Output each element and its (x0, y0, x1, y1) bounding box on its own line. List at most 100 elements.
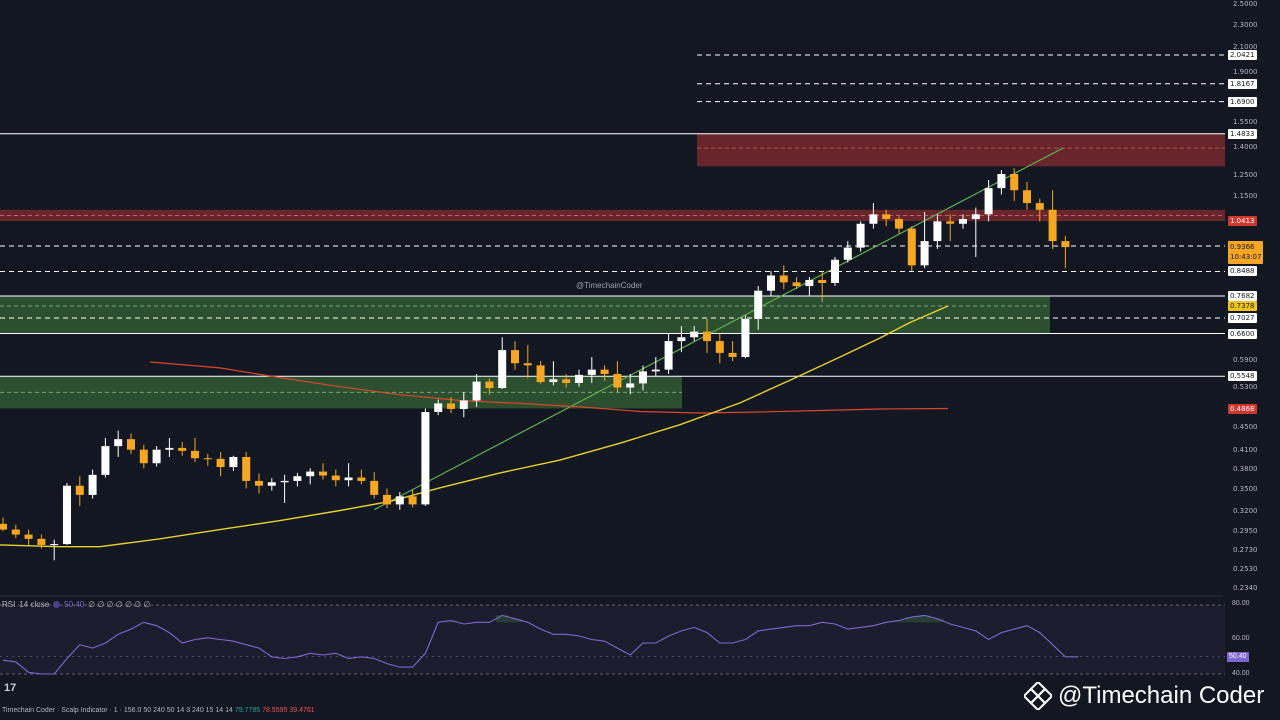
candle-body (831, 259, 839, 283)
price-axis-tick: 0.2950 (1233, 527, 1258, 536)
tradingview-logo-icon[interactable]: 17 (4, 682, 17, 694)
candle-body (1061, 241, 1070, 248)
candle-body (575, 374, 583, 383)
price-axis-tick: 0.2730 (1233, 546, 1258, 555)
candle-body (255, 480, 263, 486)
rsi-axis-60: 60.00 (1232, 635, 1250, 642)
candle-body (690, 331, 699, 338)
candle-body (63, 485, 71, 545)
candle-body (984, 188, 993, 215)
candle-countdown: 10:43:07 (1230, 253, 1262, 262)
price-level-tag: 0.6600 (1228, 328, 1257, 339)
rsi-axis-40: 40.00 (1232, 670, 1250, 677)
candle-body (485, 381, 494, 389)
rsi-params: 14 close (19, 600, 50, 609)
candle-body (306, 471, 315, 477)
rsi-axis-80: 80.00 (1232, 600, 1250, 607)
candle-body (191, 450, 199, 459)
candle-body (587, 369, 596, 375)
candle-body (600, 369, 609, 375)
study-name: Timechain Coder · Scalp Indicator · 1 · … (2, 707, 142, 714)
price-axis-tick: 2.1000 (1233, 43, 1258, 52)
candle-body (139, 449, 148, 464)
price-axis-tick: 0.2530 (1233, 564, 1258, 573)
candle-body (523, 363, 532, 366)
candle-body (331, 475, 340, 481)
candle-body (421, 412, 430, 505)
candle-body (997, 174, 1006, 189)
candle-body (1035, 203, 1044, 210)
candle-body (882, 214, 891, 219)
moving-average-red (149, 361, 949, 414)
candle-body (895, 218, 903, 229)
price-axis-tick: 1.2500 (1233, 171, 1258, 179)
candle-body (24, 534, 33, 539)
candle-body (536, 365, 545, 383)
study-value-red-1: 78.5595 (262, 707, 288, 714)
candle-body (664, 341, 673, 370)
candle-body (805, 279, 814, 287)
candle-body (856, 223, 865, 248)
rsi-value: 50.40 (64, 600, 85, 609)
candle-body (267, 482, 276, 486)
candle-body (651, 369, 660, 372)
rsi-band (0, 605, 1225, 674)
price-level-tag: 0.7378 (1228, 301, 1257, 311)
study-params: 50 240 50 14 3 240 15 14 14 (143, 707, 233, 714)
price-axis-tick: 1.9000 (1233, 67, 1258, 76)
candle-body (767, 275, 775, 291)
candle-body (472, 381, 481, 401)
rsi-extra: ∅ ∅ ∅ ∅ ∅ ∅ ∅ (88, 600, 151, 609)
support-zone-upper (0, 296, 1050, 334)
price-axis-tick: 0.3800 (1233, 464, 1258, 473)
resistance-zone-upper (697, 133, 1225, 167)
candle-body (459, 400, 468, 409)
candle-body (907, 228, 916, 266)
trend-line (373, 147, 1064, 511)
candle-body (216, 458, 225, 468)
current-price-value: 0.9366 (1230, 243, 1255, 252)
candle-body (562, 379, 571, 383)
candle-body (344, 477, 353, 481)
study-value-red-2: 39.4761 (289, 707, 315, 714)
candle-body (11, 529, 20, 535)
candle-body (203, 458, 212, 460)
candle-body (383, 494, 391, 505)
price-axis-tick: 0.5300 (1233, 382, 1258, 391)
candle-body (357, 477, 366, 481)
candle-body (50, 544, 59, 546)
price-axis-tick: 0.3200 (1233, 507, 1258, 515)
price-axis-tick: 1.4000 (1233, 143, 1258, 152)
candle-body (792, 282, 801, 287)
candle-body (920, 241, 929, 266)
candle-body (639, 371, 647, 384)
candle-body (843, 247, 852, 260)
candle-body (741, 318, 750, 357)
price-axis-tick: 0.5900 (1233, 356, 1258, 365)
price-level-tag: 2.0421 (1228, 50, 1257, 60)
candle-body (971, 214, 980, 219)
candle-body (293, 476, 302, 481)
rsi-legend: RSI 14 close 50.40 ∅ ∅ ∅ ∅ ∅ ∅ ∅ (2, 600, 150, 609)
candle-body (779, 275, 788, 283)
price-axis-tick: 0.3500 (1233, 484, 1258, 493)
candle-body (959, 218, 967, 224)
candle-body (0, 523, 7, 530)
candle-body (677, 337, 686, 342)
price-axis-tick: 0.2340 (1233, 584, 1258, 593)
candle-body (152, 449, 161, 464)
brand-watermark: @Timechain Coder (1024, 682, 1264, 710)
candle-body (728, 352, 737, 357)
candle-body (818, 279, 827, 283)
price-level-tag: 0.8488 (1228, 266, 1257, 277)
candle-body (447, 403, 455, 409)
candle-body (37, 538, 46, 545)
candle-body (242, 456, 251, 481)
study-value-green: 79.7795 (234, 707, 261, 714)
brand-diamond-icon (1024, 682, 1052, 710)
price-level-tag: 1.4833 (1228, 128, 1257, 139)
candle-body (1023, 190, 1031, 204)
candle-body (549, 379, 558, 383)
